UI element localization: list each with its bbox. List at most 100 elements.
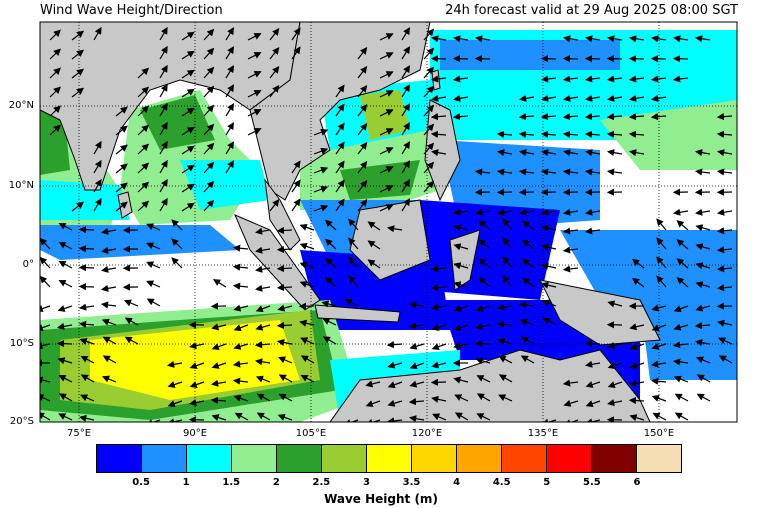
wind-arrow — [71, 68, 85, 79]
wind-arrow — [453, 243, 469, 251]
wind-arrow — [210, 396, 227, 405]
wind-arrow — [696, 393, 711, 402]
wind-arrow — [300, 375, 315, 383]
wind-arrow — [650, 360, 667, 368]
wind-arrow — [474, 55, 491, 63]
lat-label-0: 0° — [22, 259, 34, 270]
wind-arrow — [606, 130, 623, 138]
colorbar-tick-label: 4.5 — [492, 477, 511, 488]
wind-arrow — [159, 197, 168, 212]
wind-arrow — [431, 303, 447, 311]
wind-arrow — [181, 202, 195, 212]
colorbar-tick-label: 1.5 — [222, 477, 241, 488]
wind-arrow — [171, 238, 183, 250]
wind-arrow — [322, 318, 337, 326]
wind-arrow — [277, 356, 293, 364]
wind-arrow — [562, 379, 579, 387]
wind-arrow — [101, 284, 117, 292]
wind-arrow — [695, 356, 711, 364]
wind-arrow — [78, 226, 95, 234]
wind-arrow — [519, 94, 535, 102]
wind-arrow — [181, 31, 195, 41]
wind-arrow — [313, 204, 329, 212]
wind-arrow — [49, 86, 61, 98]
wind-arrow — [453, 94, 469, 102]
wind-arrow — [276, 245, 293, 254]
wind-arrow — [584, 130, 601, 138]
wind-arrow — [232, 263, 249, 271]
wind-arrow — [247, 52, 262, 60]
wind-arrow — [124, 317, 139, 326]
wind-arrow — [475, 35, 491, 43]
colorbar-swatch — [592, 445, 637, 472]
wind-arrow — [478, 258, 491, 269]
colorbar-swatch — [637, 445, 681, 472]
wind-arrow — [478, 277, 491, 288]
wind-arrow — [718, 355, 733, 364]
wind-arrow — [695, 281, 711, 289]
wind-arrow — [80, 355, 95, 364]
wind-arrow — [629, 149, 645, 157]
wind-arrow — [181, 164, 195, 174]
wind-arrow — [211, 323, 227, 331]
lon-label-90e: 90°E — [182, 428, 208, 439]
wind-arrow — [629, 323, 645, 331]
wind-arrow — [115, 106, 128, 117]
wind-arrow — [606, 168, 623, 176]
wind-arrow — [159, 178, 168, 193]
wind-arrow — [189, 362, 205, 370]
wind-arrow — [146, 261, 161, 269]
wind-arrow — [189, 399, 205, 407]
wind-arrow — [137, 143, 150, 155]
colorbar-swatch — [142, 445, 187, 472]
wind-arrow — [367, 259, 381, 269]
wind-arrow — [277, 413, 293, 421]
wind-arrow — [673, 208, 689, 216]
wind-arrow — [656, 237, 667, 250]
colorbar-tick-label: 5.5 — [582, 477, 601, 488]
wind-arrow — [40, 324, 51, 332]
wind-arrow — [716, 113, 733, 121]
wind-arrow — [452, 55, 469, 63]
wind-arrow — [181, 183, 195, 193]
wind-arrow — [695, 339, 711, 347]
wind-arrow — [520, 355, 535, 364]
wind-arrow — [269, 65, 280, 79]
wind-arrow — [357, 160, 368, 174]
wind-arrow — [540, 55, 557, 63]
wind-arrow — [650, 377, 667, 385]
wind-arrow — [401, 122, 411, 136]
wind-arrow — [629, 362, 645, 369]
wind-arrow — [335, 198, 345, 212]
wind-arrow — [695, 208, 711, 216]
wind-arrow — [203, 199, 215, 212]
wind-arrow — [695, 304, 711, 312]
wind-arrow — [58, 241, 73, 250]
colorbar-tick-label: 3.5 — [402, 477, 421, 488]
wind-arrow — [478, 220, 491, 231]
wind-arrow — [93, 140, 102, 155]
wind-arrow — [562, 265, 579, 273]
wind-arrow — [673, 323, 689, 331]
wind-arrow — [502, 237, 513, 250]
wind-arrow — [502, 275, 513, 288]
wind-arrow — [423, 123, 435, 136]
wind-arrow — [291, 179, 301, 193]
wind-arrow — [348, 256, 359, 269]
wind-arrow — [255, 305, 271, 313]
wind-arrow — [40, 394, 51, 402]
wind-arrow — [650, 75, 667, 83]
wind-arrow — [521, 220, 535, 231]
wind-arrow — [137, 124, 150, 136]
wind-arrow — [159, 64, 168, 79]
wind-arrow — [453, 281, 469, 289]
wind-arrow — [631, 277, 645, 288]
wave-height-colorbar — [96, 444, 682, 473]
wind-arrow — [225, 46, 235, 60]
wind-arrow — [629, 379, 645, 387]
wind-arrow — [211, 414, 227, 422]
wind-arrow — [716, 168, 733, 176]
wind-arrow — [475, 305, 491, 312]
wind-arrow — [696, 374, 711, 383]
wind-arrow — [674, 412, 689, 421]
